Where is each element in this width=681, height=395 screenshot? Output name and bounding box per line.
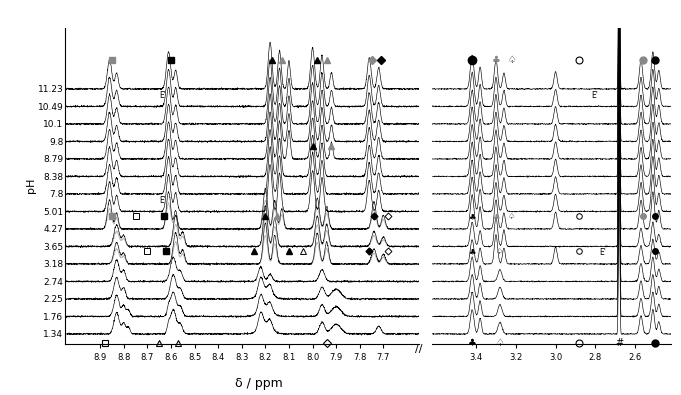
Text: ♤: ♤ — [508, 212, 516, 221]
Text: ♤: ♤ — [496, 338, 505, 348]
Text: E': E' — [159, 90, 166, 100]
Text: E': E' — [599, 248, 606, 257]
Text: ♤: ♤ — [496, 247, 504, 256]
Text: ♣: ♣ — [468, 338, 477, 348]
Text: ♣: ♣ — [469, 212, 476, 221]
Text: ♣: ♣ — [468, 55, 477, 65]
Y-axis label: pH: pH — [26, 178, 36, 193]
Text: ♣: ♣ — [469, 247, 476, 256]
Text: E': E' — [159, 196, 166, 205]
Text: ♣: ♣ — [492, 212, 500, 221]
Text: #: # — [615, 338, 623, 348]
Text: ♣: ♣ — [492, 55, 501, 65]
Text: E': E' — [591, 90, 598, 100]
Text: δ / ppm: δ / ppm — [235, 377, 283, 390]
Text: //: // — [415, 344, 423, 354]
Text: ♤: ♤ — [507, 55, 516, 65]
